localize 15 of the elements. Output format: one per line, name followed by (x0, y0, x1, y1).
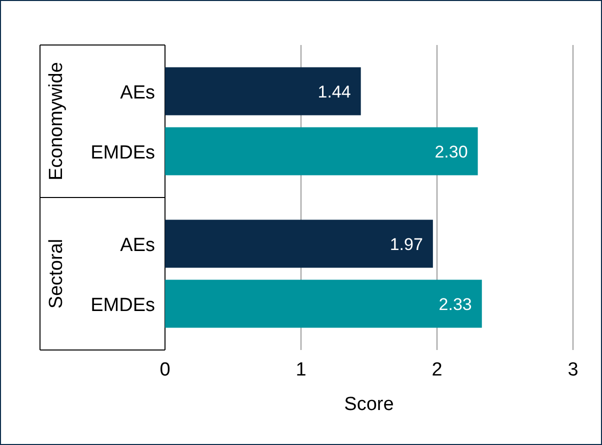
data-label: 2.30 (434, 142, 468, 162)
y-tick-label: AEs (120, 234, 155, 256)
x-tick-label: 0 (160, 359, 170, 380)
x-tick-label: 2 (432, 359, 442, 380)
x-tick-label: 1 (296, 359, 306, 380)
x-tick-label: 3 (568, 359, 578, 380)
y-tick-label: EMDEs (90, 142, 155, 164)
data-label: 2.33 (438, 294, 472, 314)
y-tick-label: EMDEs (90, 294, 155, 316)
text: Sectoral (46, 238, 67, 309)
x-axis-title: Score (344, 394, 394, 415)
text: Economywide (46, 62, 67, 180)
y-tick-label: AEs (120, 82, 155, 104)
data-label: 1.97 (390, 234, 423, 254)
data-label: 1.44 (318, 82, 351, 102)
